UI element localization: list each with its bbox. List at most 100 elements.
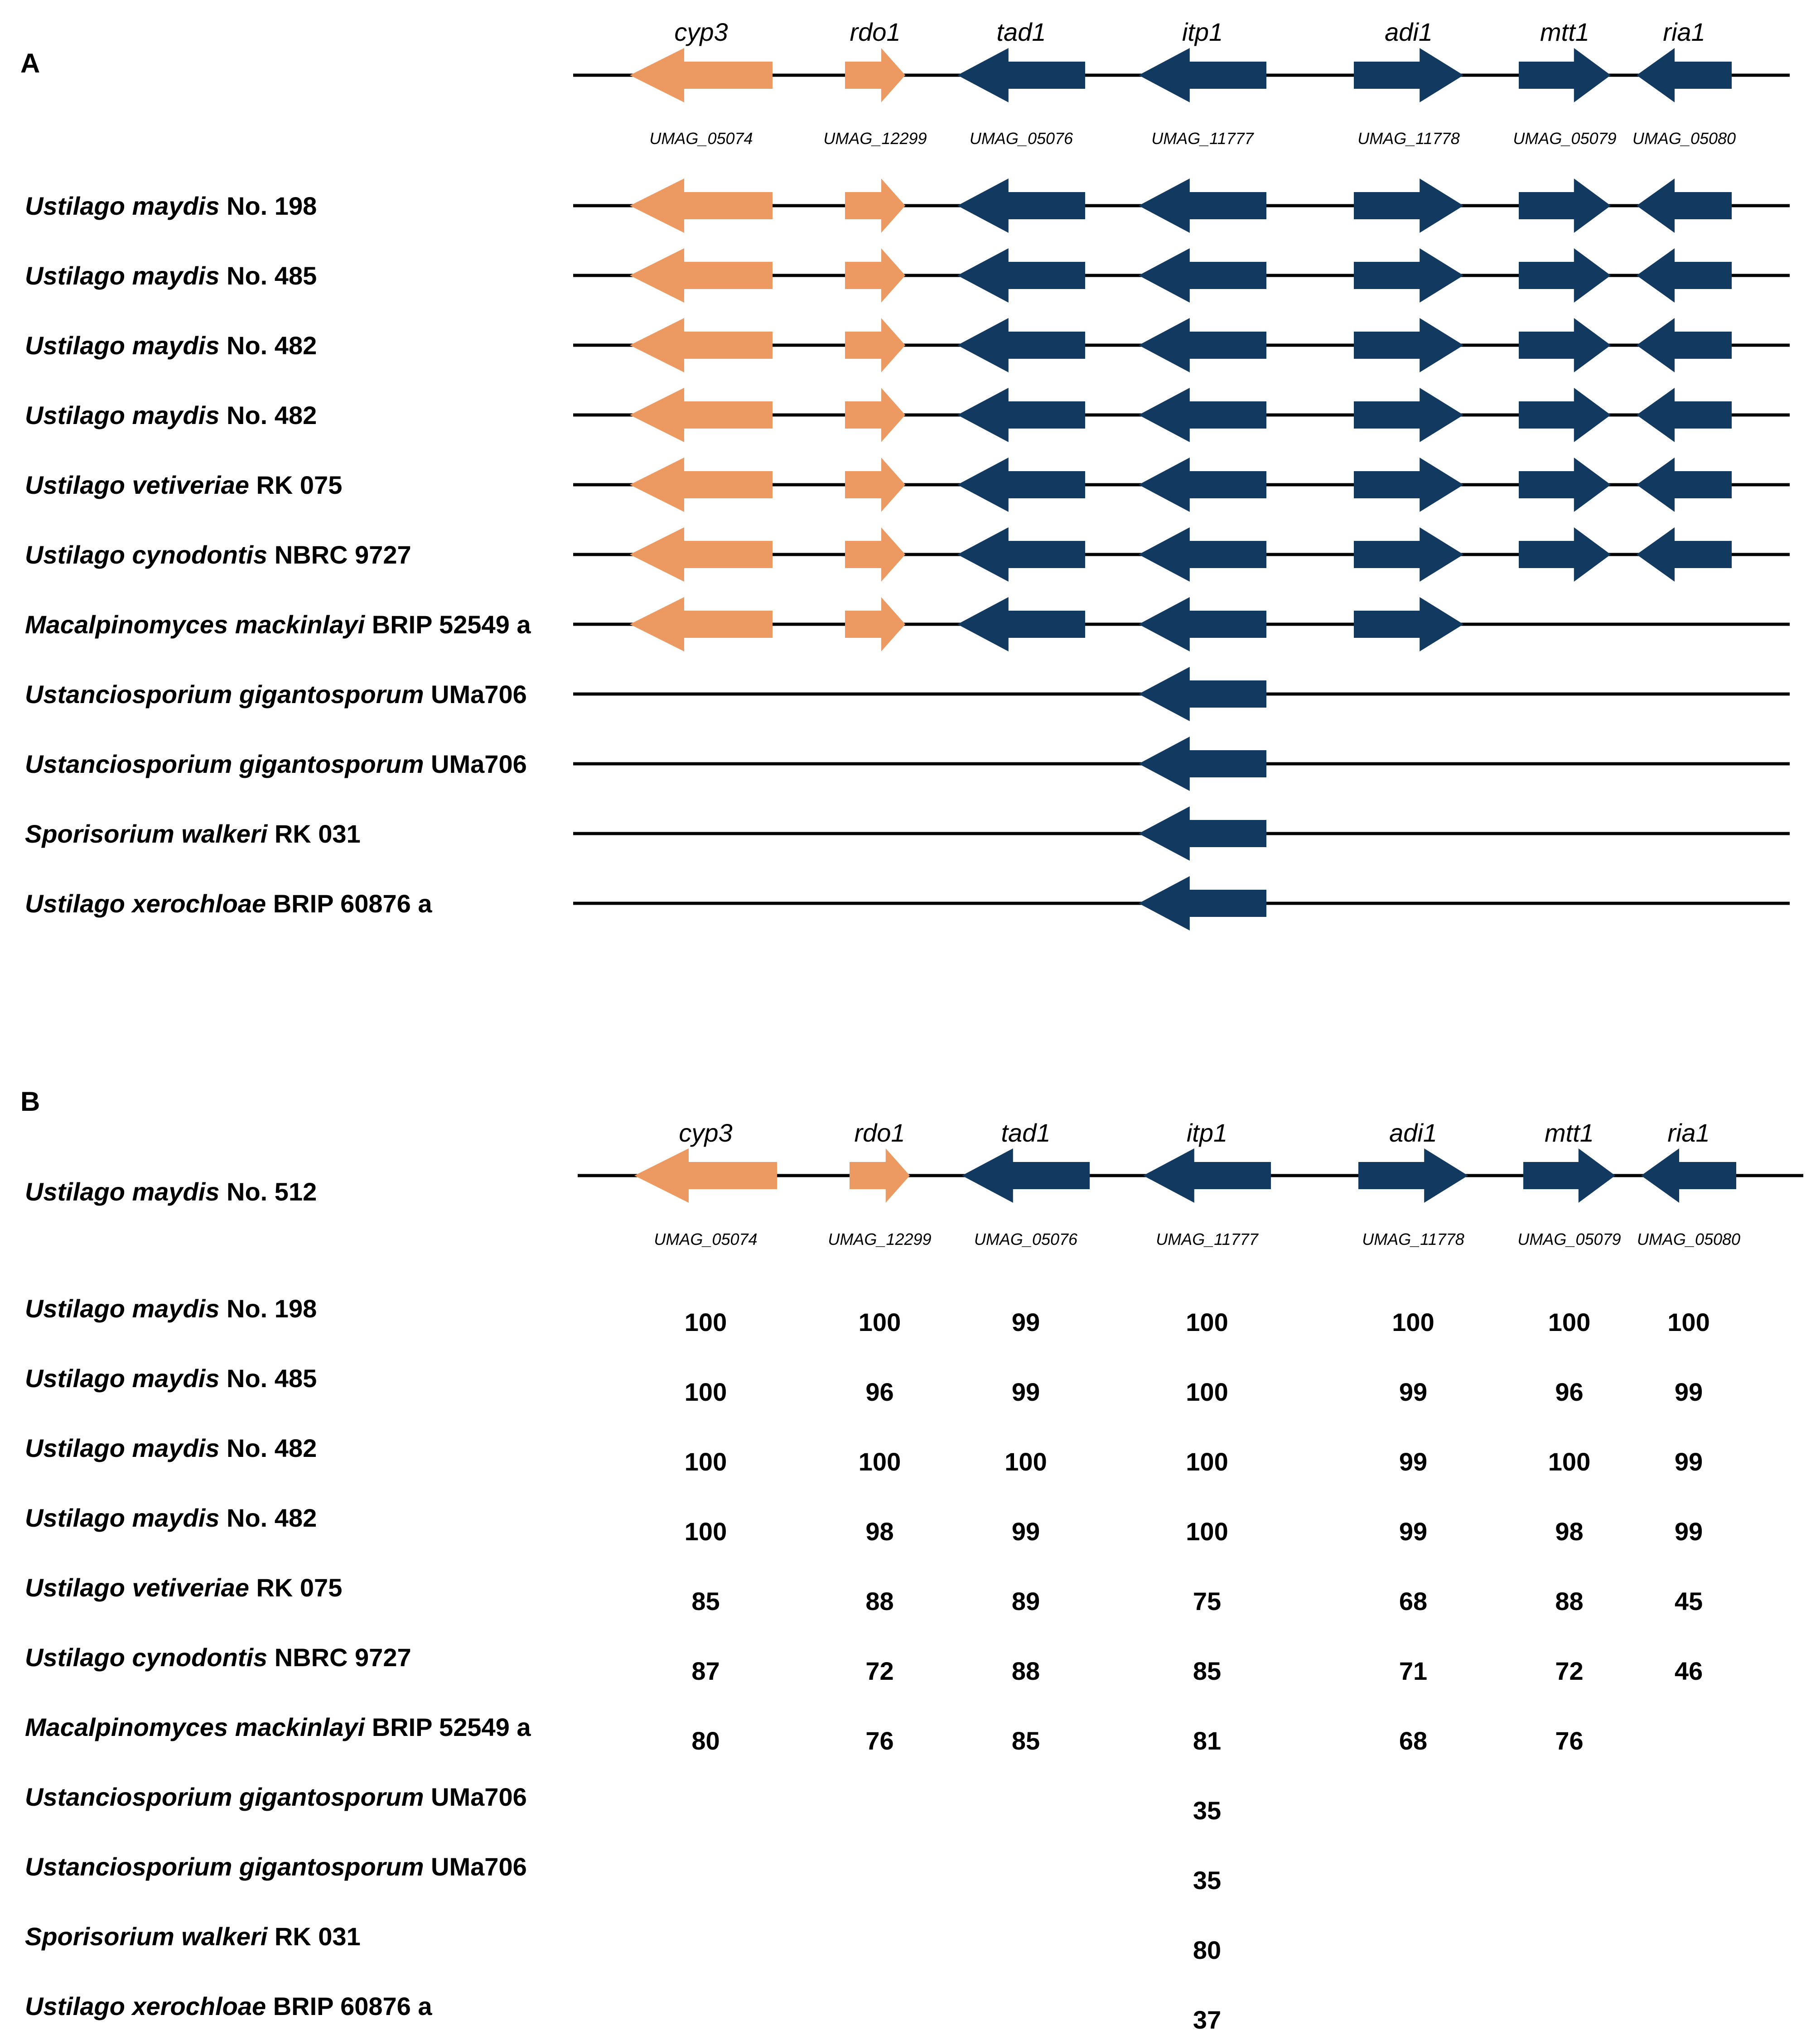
- identity-value: 80: [691, 1726, 720, 1755]
- panel-b: cyp3 UMAG_05074 rdo1 UMAG_12299 tad1 UMAG_050…: [25, 1118, 1803, 2034]
- identity-value: 99: [1399, 1447, 1427, 1476]
- gene-arrow-rdo1: [845, 318, 905, 372]
- identity-value: 100: [685, 1378, 727, 1406]
- identity-value: 35: [1193, 1796, 1221, 1825]
- species-label: Ustilago maydis No. 198: [25, 1294, 317, 1323]
- strain-id: No. 482: [219, 401, 317, 429]
- locus-tag-umag-11778: UMAG_11778: [1357, 129, 1459, 148]
- strain-id: No. 485: [219, 1364, 317, 1393]
- gene-arrow-cyp3: [630, 597, 773, 651]
- gene-arrow-cyp3: [630, 527, 773, 582]
- gene-arrow-itp1: [1139, 806, 1266, 861]
- gene-arrow-itp1: [1143, 1148, 1271, 1203]
- species-label: Ustilago xerochloae BRIP 60876 a: [25, 889, 432, 918]
- strain-id: NBRC 9727: [267, 540, 411, 569]
- gene-arrow-rdo1: [845, 48, 905, 102]
- species-label: Ustilago cynodontis NBRC 9727: [25, 1643, 411, 1672]
- species-name: Ustilago maydis: [25, 192, 219, 220]
- panel-b-row: Ustilago maydis No. 482 100 98 99 100 99 98 99: [25, 1504, 1703, 1546]
- identity-value: 96: [1555, 1378, 1583, 1406]
- identity-value: 99: [1012, 1517, 1040, 1546]
- identity-value: 96: [865, 1378, 893, 1406]
- gene-arrow-rdo1: [845, 388, 905, 442]
- identity-value: 88: [1555, 1587, 1583, 1615]
- gene-arrow-cyp3: [630, 178, 773, 233]
- reference-track: [578, 1148, 1803, 1203]
- identity-value: 100: [859, 1308, 901, 1336]
- strain-id: No. 485: [219, 261, 317, 290]
- species-name: Ustilago xerochloae: [25, 889, 266, 918]
- gene-arrow-ria1: [1637, 248, 1732, 303]
- species-track: [573, 597, 1790, 651]
- identity-value: 99: [1399, 1517, 1427, 1546]
- species-label: Ustilago maydis No. 482: [25, 401, 317, 429]
- strain-id: BRIP 60876 a: [266, 1992, 432, 2020]
- identity-value: 37: [1193, 2005, 1221, 2034]
- gene-arrow-tad1: [957, 597, 1085, 651]
- species-track: [573, 318, 1790, 372]
- gene-arrow-mtt1: [1519, 318, 1611, 372]
- panel-a-row: Ustilago cynodontis NBRC 9727: [25, 527, 1790, 582]
- panel-a-label: A: [20, 48, 40, 78]
- locus-tag-umag-05080: UMAG_05080: [1632, 129, 1736, 148]
- species-label: Ustilago maydis No. 485: [25, 1364, 317, 1393]
- species-track: [573, 737, 1790, 791]
- panel-b-row: Sporisorium walkeri RK 031 80: [25, 1922, 1221, 1964]
- identity-value: 76: [1555, 1726, 1583, 1755]
- gene-arrow-rdo1: [845, 248, 905, 303]
- identity-value: 100: [685, 1517, 727, 1546]
- identity-value: 88: [1012, 1657, 1040, 1685]
- identity-value: 100: [859, 1447, 901, 1476]
- gene-arrow-cyp3: [630, 458, 773, 512]
- identity-value: 99: [1399, 1378, 1427, 1406]
- panel-a-row: Ustanciosporium gigantosporum UMa706: [25, 667, 1790, 721]
- gene-arrow-ria1: [1637, 178, 1732, 233]
- gene-arrow-tad1: [957, 458, 1085, 512]
- gene-name-ria1: ria1: [1663, 18, 1705, 46]
- species-name: Ustilago cynodontis: [25, 1643, 267, 1672]
- gene-name-tad1: tad1: [1001, 1118, 1051, 1147]
- panel-b-row: Ustanciosporium gigantosporum UMa706 35: [25, 1783, 1221, 1825]
- identity-value: 46: [1675, 1657, 1703, 1685]
- gene-arrow-ria1: [1637, 458, 1732, 512]
- gene-arrow-itp1: [1139, 876, 1266, 930]
- gene-arrow-adi1: [1354, 458, 1463, 512]
- species-name: Ustilago cynodontis: [25, 540, 267, 569]
- panel-b-row: Ustanciosporium gigantosporum UMa706 35: [25, 1852, 1221, 1895]
- reference-species-label: Ustilago maydis No. 512: [25, 1177, 317, 1206]
- locus-tag-umag-11778: UMAG_11778: [1362, 1230, 1464, 1249]
- identity-value: 100: [1548, 1447, 1590, 1476]
- species-label: Macalpinomyces mackinlayi BRIP 52549 a: [25, 610, 531, 639]
- panel-b-row: Ustilago maydis No. 198 100 100 99 100 100 100…: [25, 1294, 1710, 1336]
- species-name: Ustanciosporium gigantosporum: [25, 1783, 424, 1811]
- panel-a-row: Ustilago maydis No. 482: [25, 318, 1790, 372]
- strain-id: No. 198: [219, 1294, 317, 1323]
- gene-arrow-itp1: [1139, 667, 1266, 721]
- species-name: Ustanciosporium gigantosporum: [25, 680, 424, 709]
- panel-a-row: Ustilago maydis No. 198: [25, 178, 1790, 233]
- identity-value: 81: [1193, 1726, 1221, 1755]
- identity-value: 85: [1012, 1726, 1040, 1755]
- species-name: Ustilago vetiveriae: [25, 1573, 249, 1602]
- panel-a-row: Sporisorium walkeri RK 031: [25, 806, 1790, 861]
- gene-arrow-tad1: [962, 1148, 1090, 1203]
- gene-arrow-mtt1: [1519, 248, 1611, 303]
- gene-name-rdo1: rdo1: [854, 1118, 905, 1147]
- panel-a-row: Ustilago maydis No. 485: [25, 248, 1790, 303]
- locus-tag-umag-05076: UMAG_05076: [970, 129, 1073, 148]
- gene-arrow-cyp3: [630, 248, 773, 303]
- gene-arrow-adi1: [1354, 388, 1463, 442]
- species-track: [573, 458, 1790, 512]
- panel-b-label: B: [20, 1086, 40, 1117]
- species-name: Ustilago maydis: [25, 401, 219, 429]
- species-name: Ustilago maydis: [25, 1294, 219, 1323]
- panel-a-row: Ustanciosporium gigantosporum UMa706: [25, 737, 1790, 791]
- gene-arrow-tad1: [957, 318, 1085, 372]
- identity-value: 99: [1675, 1378, 1703, 1406]
- panel-a-row: Macalpinomyces mackinlayi BRIP 52549 a: [25, 597, 1790, 651]
- identity-value: 88: [865, 1587, 893, 1615]
- strain-id: No. 482: [219, 331, 317, 360]
- identity-value: 100: [1667, 1308, 1710, 1336]
- gene-arrow-rdo1: [845, 178, 905, 233]
- strain-id: RK 075: [249, 471, 342, 499]
